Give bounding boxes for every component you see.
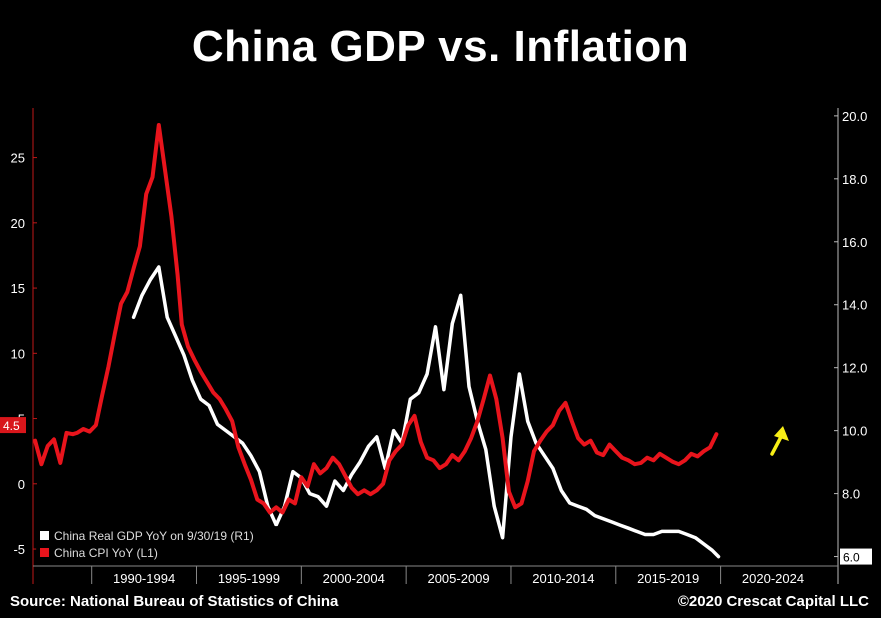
x-axis: 1990-1994 1995-1999 2000-2004 2005-2009 2010… <box>91 566 804 586</box>
cpi-series-line <box>33 123 719 515</box>
left-tick-label: 0 <box>18 477 25 492</box>
right-tick-label: 14.0 <box>842 298 867 313</box>
plot-frame <box>32 108 839 584</box>
cpi-last-value-label: 4.5 <box>3 419 20 433</box>
page-title: China GDP vs. Inflation <box>191 22 690 71</box>
left-tick-label: 25 <box>11 151 25 166</box>
x-tick-label: 2000-2004 <box>323 571 385 586</box>
right-tick-label: 18.0 <box>842 172 867 187</box>
cpi-last-value-badge <box>0 417 26 434</box>
gdp-last-value-label: 6.0 <box>843 551 860 565</box>
right-axis: 20.0 18.0 16.0 14.0 12.0 10.0 8.0 <box>834 109 867 558</box>
copyright-note: ©2020 Crescat Capital LLC <box>677 593 869 610</box>
right-tick-label: 10.0 <box>842 424 867 439</box>
left-tick-label: 20 <box>11 216 25 231</box>
up-arrow-icon <box>770 426 789 456</box>
gdp-last-value-badge <box>840 548 872 565</box>
x-tick-label: 2010-2014 <box>532 571 594 586</box>
legend-label-gdp: China Real GDP YoY on 9/30/19 (R1) <box>54 529 254 543</box>
right-tick-label: 8.0 <box>842 487 860 502</box>
gdp-series-line <box>131 265 721 559</box>
x-tick-label: 2015-2019 <box>637 571 699 586</box>
right-tick-label: 20.0 <box>842 109 867 124</box>
right-tick-label: 12.0 <box>842 361 867 376</box>
legend-label-cpi: China CPI YoY (L1) <box>54 546 158 560</box>
x-tick-label: 2020-2024 <box>742 571 804 586</box>
left-tick-label: -5 <box>13 542 25 557</box>
series-lines <box>33 123 721 559</box>
arrow-shaft <box>770 433 784 456</box>
source-note: Source: National Bureau of Statistics of… <box>10 593 339 610</box>
x-tick-label: 1995-1999 <box>218 571 280 586</box>
arrow-head <box>774 426 789 441</box>
legend: China Real GDP YoY on 9/30/19 (R1) China … <box>36 526 298 564</box>
right-tick-label: 16.0 <box>842 235 867 250</box>
legend-swatch-cpi <box>40 548 49 557</box>
legend-box <box>36 526 298 564</box>
left-tick-label: 15 <box>11 281 25 296</box>
left-tick-label: 10 <box>11 346 25 361</box>
x-tick-label: 2005-2009 <box>427 571 489 586</box>
x-tick-label: 1990-1994 <box>113 571 175 586</box>
last-value-labels: 4.5 6.0 <box>0 417 872 565</box>
left-axis: 2520151050-5 <box>11 151 37 557</box>
legend-swatch-gdp <box>40 531 49 540</box>
